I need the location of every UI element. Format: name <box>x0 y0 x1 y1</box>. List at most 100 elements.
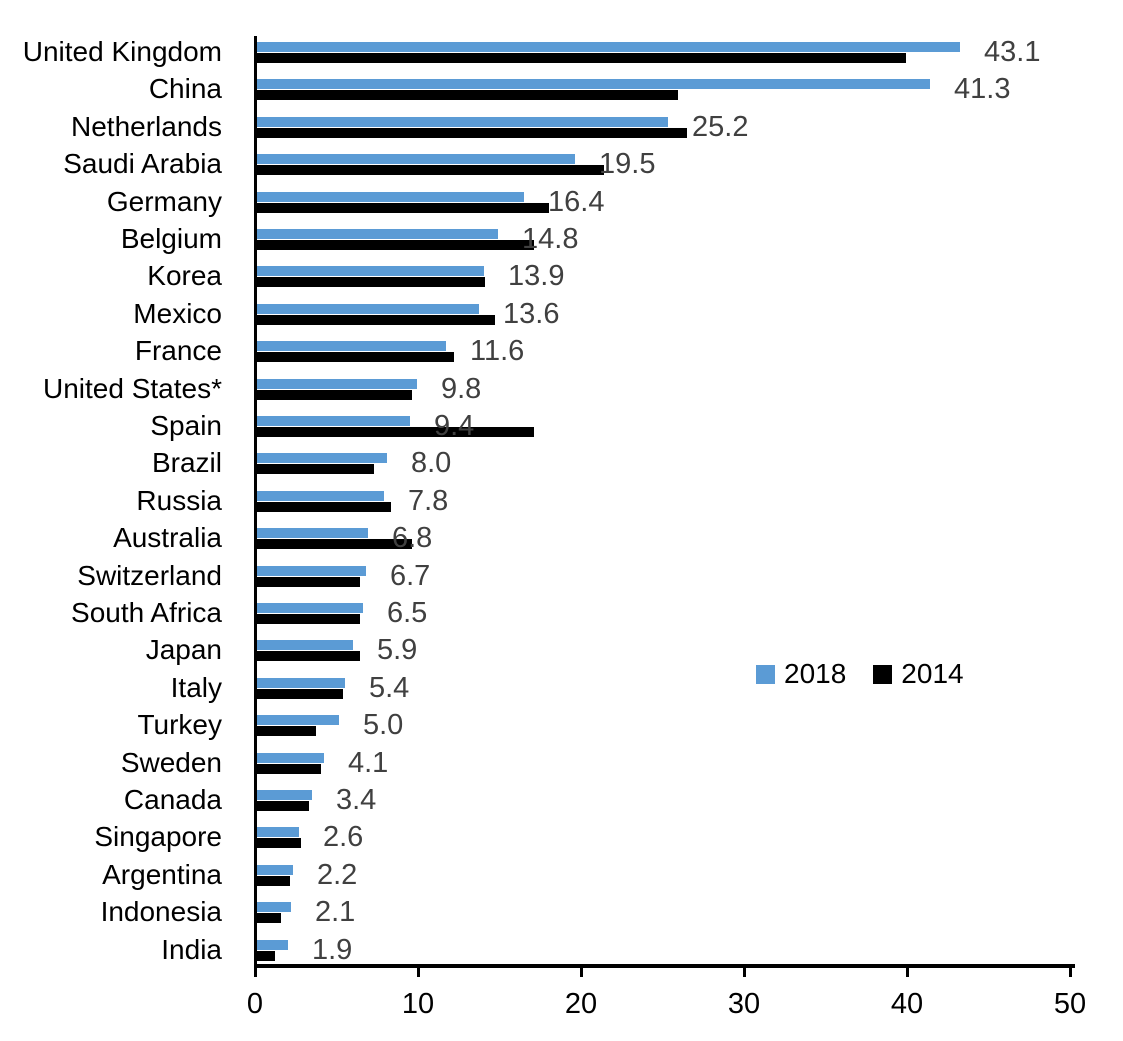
value-label: 9.8 <box>441 373 482 405</box>
bar-2018 <box>257 902 291 912</box>
bar-2018 <box>257 154 575 164</box>
value-label: 6.5 <box>387 597 428 629</box>
x-tick-label: 10 <box>401 988 435 1020</box>
bar-2018 <box>257 603 363 613</box>
value-label: 41.3 <box>954 73 1011 105</box>
bar-2014 <box>257 577 360 587</box>
x-tick-label: 40 <box>890 988 924 1020</box>
x-tick-mark <box>906 968 909 977</box>
category-label: United Kingdom <box>22 36 222 67</box>
bar-2018 <box>257 379 417 389</box>
bar-2014 <box>257 726 316 736</box>
value-label: 14.8 <box>522 223 579 255</box>
value-label: 3.4 <box>336 784 377 816</box>
value-label: 13.9 <box>508 260 565 292</box>
legend: 2018 2014 <box>756 658 964 690</box>
value-label: 5.9 <box>377 634 418 666</box>
category-label: Netherlands <box>71 111 222 142</box>
bar-2014 <box>257 614 360 624</box>
bar-2014 <box>257 502 391 512</box>
x-tick-mark <box>254 968 257 977</box>
category-label: United States* <box>43 373 222 404</box>
bar-2018 <box>257 453 387 463</box>
bar-2014 <box>257 427 534 437</box>
bar-2018 <box>257 566 366 576</box>
bar-2014 <box>257 315 495 325</box>
category-label: Brazil <box>151 447 222 478</box>
bar-2018 <box>257 678 345 688</box>
value-label: 19.5 <box>599 148 656 180</box>
value-label: 9.4 <box>434 410 475 442</box>
category-label: Sweden <box>120 747 222 778</box>
bar-2018 <box>257 753 324 763</box>
value-label: 43.1 <box>984 36 1041 68</box>
bar-2018 <box>257 229 498 239</box>
x-tick-mark <box>580 968 583 977</box>
bar-2018 <box>257 266 484 276</box>
bar-2014 <box>257 764 321 774</box>
x-tick-label: 30 <box>727 988 761 1020</box>
bar-2018 <box>257 341 446 351</box>
category-label: Mexico <box>133 298 222 329</box>
bar-2018 <box>257 491 384 501</box>
y-axis-line <box>254 36 257 968</box>
bar-2014 <box>257 390 412 400</box>
bar-2014 <box>257 651 360 661</box>
x-tick-label: 20 <box>564 988 598 1020</box>
value-label: 5.0 <box>363 709 404 741</box>
bar-2014 <box>257 90 678 100</box>
bar-2018 <box>257 640 353 650</box>
bar-2014 <box>257 128 687 138</box>
bar-2014 <box>257 352 454 362</box>
value-label: 2.6 <box>323 821 364 853</box>
value-label: 16.4 <box>548 186 605 218</box>
legend-item-2018: 2018 <box>756 658 846 690</box>
bar-2014 <box>257 539 412 549</box>
x-tick-mark <box>1069 968 1072 977</box>
bar-2018 <box>257 42 960 52</box>
legend-item-2014: 2014 <box>873 658 964 690</box>
bar-2018 <box>257 865 293 875</box>
category-label: Switzerland <box>77 560 222 591</box>
category-label: Australia <box>113 522 222 553</box>
legend-label-2018: 2018 <box>784 658 847 689</box>
value-label: 6.7 <box>390 560 431 592</box>
bar-2014 <box>257 53 906 63</box>
x-tick-label: 0 <box>246 988 264 1020</box>
x-tick-mark <box>417 968 420 977</box>
category-label: Italy <box>170 672 222 703</box>
value-label: 2.1 <box>315 896 356 928</box>
category-label: Canada <box>123 784 222 815</box>
bar-2014 <box>257 689 343 699</box>
category-label: Turkey <box>137 709 222 740</box>
bar-2014 <box>257 913 281 923</box>
category-label: Russia <box>136 485 222 516</box>
value-label: 2.2 <box>317 859 358 891</box>
bar-2018 <box>257 79 930 89</box>
bar-2014 <box>257 838 301 848</box>
value-label: 5.4 <box>369 672 410 704</box>
x-tick-mark <box>743 968 746 977</box>
bar-2018 <box>257 528 368 538</box>
bar-2014 <box>257 951 275 961</box>
category-label: France <box>134 335 222 366</box>
bar-2018 <box>257 117 668 127</box>
bar-2018 <box>257 940 288 950</box>
value-label: 1.9 <box>312 934 353 966</box>
value-label: 8.0 <box>411 447 452 479</box>
category-label: Spain <box>150 410 222 441</box>
bar-2014 <box>257 464 374 474</box>
category-label: Saudi Arabia <box>63 148 222 179</box>
bar-2014 <box>257 801 309 811</box>
category-label: Germany <box>106 186 222 217</box>
value-label: 11.6 <box>470 335 525 367</box>
x-tick-label: 50 <box>1053 988 1087 1020</box>
bar-2018 <box>257 192 524 202</box>
bar-2018 <box>257 790 312 800</box>
category-label: South Africa <box>71 597 222 628</box>
bar-2018 <box>257 304 479 314</box>
value-label: 7.8 <box>408 485 449 517</box>
category-label: Indonesia <box>100 896 222 927</box>
value-label: 4.1 <box>348 747 389 779</box>
